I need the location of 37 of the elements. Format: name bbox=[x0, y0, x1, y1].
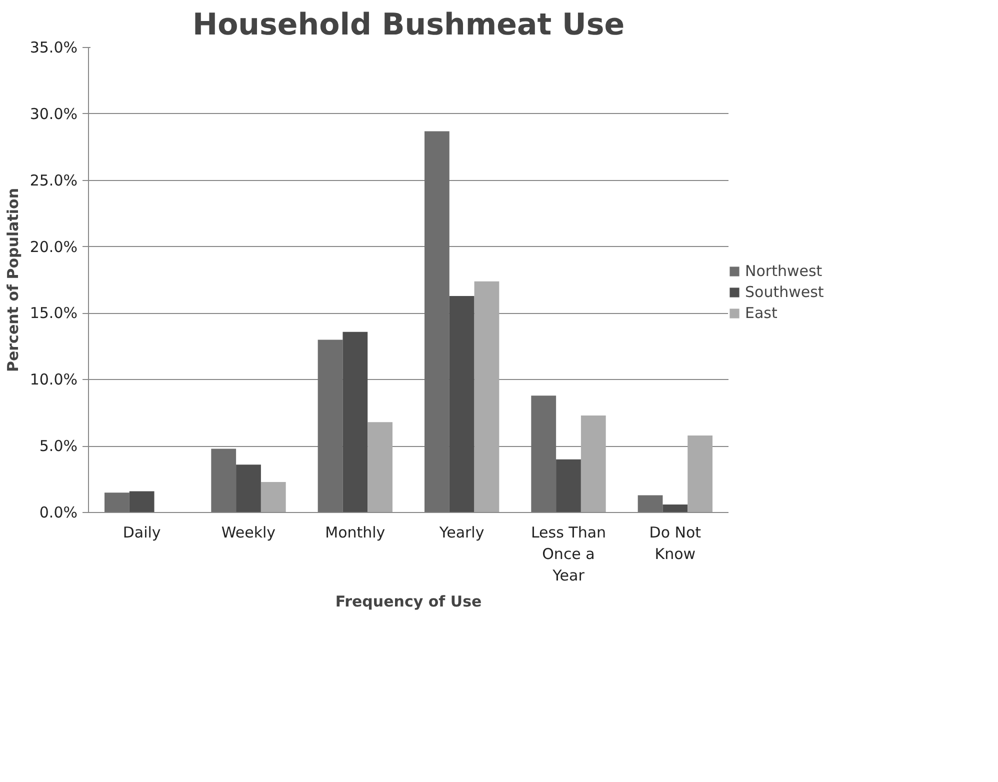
bar bbox=[236, 464, 261, 512]
bar bbox=[688, 435, 712, 512]
bar bbox=[580, 416, 606, 512]
x-tick-label: Yearly bbox=[438, 524, 484, 542]
bar bbox=[424, 131, 450, 512]
x-tick-label: Weekly bbox=[221, 524, 276, 542]
bar bbox=[260, 482, 286, 512]
y-tick-label: 25.0% bbox=[30, 171, 78, 190]
bar bbox=[662, 504, 688, 512]
y-tick-label: 30.0% bbox=[30, 104, 78, 123]
bar bbox=[368, 422, 392, 512]
legend-label: Northwest bbox=[745, 262, 822, 280]
bar bbox=[556, 459, 581, 512]
bar bbox=[531, 396, 556, 512]
y-axis-title: Percent of Population bbox=[4, 188, 22, 372]
bar bbox=[449, 296, 474, 512]
bar bbox=[342, 332, 368, 512]
bar bbox=[129, 491, 154, 512]
y-tick-label: 0.0% bbox=[39, 504, 78, 522]
chart-title: Household Bushmeat Use bbox=[192, 8, 625, 42]
y-tick-label: 10.0% bbox=[30, 370, 78, 389]
x-tick-label: Monthly bbox=[325, 524, 386, 542]
bar bbox=[318, 340, 343, 512]
legend-label: East bbox=[745, 304, 778, 322]
bar bbox=[211, 448, 236, 512]
bar bbox=[104, 492, 130, 512]
y-tick-label: 35.0% bbox=[30, 38, 78, 56]
x-axis-title: Frequency of Use bbox=[335, 592, 482, 611]
x-tick-label: Daily bbox=[122, 524, 161, 542]
y-tick-label: 20.0% bbox=[30, 238, 78, 256]
bar bbox=[638, 495, 663, 512]
y-tick-label: 5.0% bbox=[39, 437, 78, 456]
y-tick-label: 15.0% bbox=[30, 304, 78, 322]
x-tick-label: Less Than Once a Year bbox=[530, 524, 606, 585]
x-tick-label: Do Not Know bbox=[649, 524, 702, 564]
legend-label: Southwest bbox=[745, 283, 824, 301]
bar bbox=[474, 281, 500, 512]
